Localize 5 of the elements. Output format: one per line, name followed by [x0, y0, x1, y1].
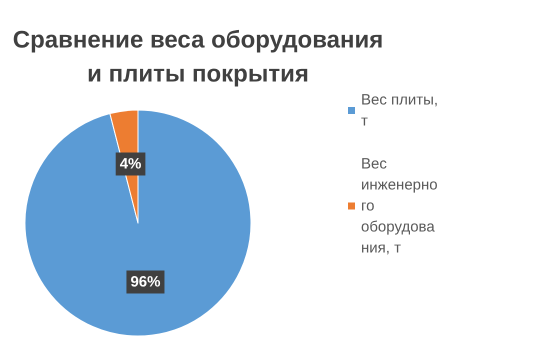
data-label: 96% — [130, 274, 160, 291]
data-label: 4% — [120, 155, 142, 172]
legend-label: Вес инженерного оборудования, т — [361, 156, 438, 256]
legend-label: Вес плиты, т — [361, 92, 442, 130]
chart-title: Сравнение веса оборудования и плиты покрытия — [12, 26, 384, 88]
